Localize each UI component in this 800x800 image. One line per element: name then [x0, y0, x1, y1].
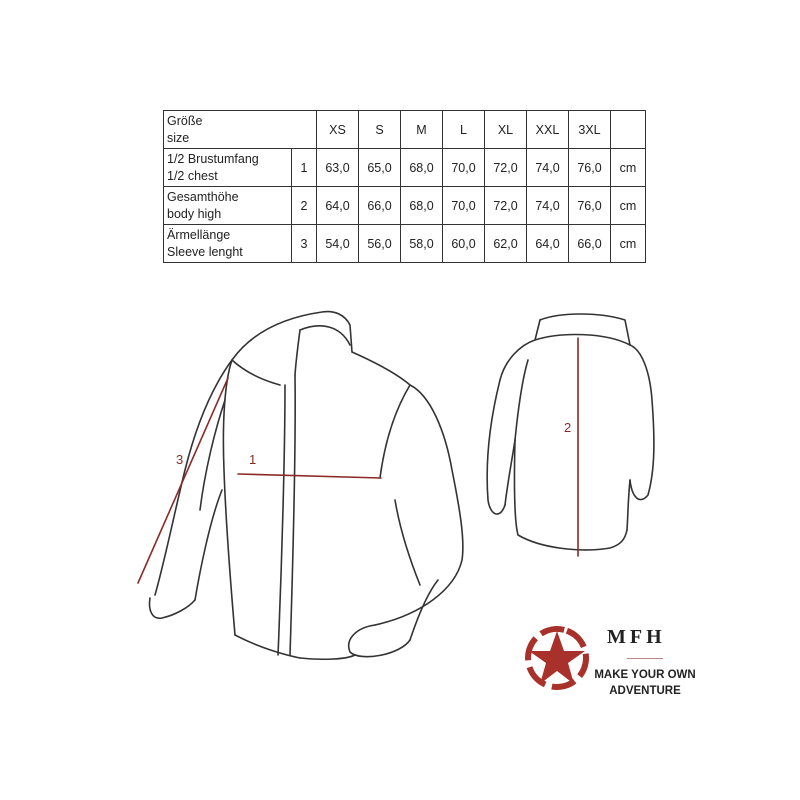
tagline-line-1: MAKE YOUR OWN: [594, 669, 696, 681]
size-header-cell: Größe size: [163, 110, 317, 149]
value-cell: 66,0: [568, 224, 611, 263]
size-m: M: [400, 110, 443, 149]
table-header-row: Größe size XS S M L XL XXL 3XL: [163, 110, 646, 149]
size-xxl: XXL: [526, 110, 569, 149]
body-measure-label: 2: [564, 420, 572, 435]
size-xs: XS: [316, 110, 359, 149]
header-label-en: size: [167, 130, 190, 145]
brand-tagline: MAKE YOUR OWN ADVENTURE: [590, 667, 700, 699]
mfh-logo-emblem: [525, 626, 589, 690]
unit-cell: cm: [610, 224, 646, 263]
label-de: Gesamthöhe: [167, 189, 239, 204]
label-en: Sleeve lenght: [167, 244, 243, 259]
value-cell: 68,0: [400, 186, 443, 225]
value-cell: 63,0: [316, 148, 359, 187]
value-cell: 68,0: [400, 148, 443, 187]
table-row: Gesamthöhe body high 2 64,0 66,0 68,0 70,…: [163, 186, 646, 225]
size-table: Größe size XS S M L XL XXL 3XL 1/2 Brustu…: [163, 110, 646, 263]
value-cell: 58,0: [400, 224, 443, 263]
size-xl: XL: [484, 110, 527, 149]
label-en: 1/2 chest: [167, 168, 218, 183]
back-jacket-drawing: [486, 313, 655, 551]
value-cell: 65,0: [358, 148, 401, 187]
row-label: Ärmellänge Sleeve lenght: [163, 224, 292, 263]
value-cell: 74,0: [526, 148, 569, 187]
value-cell: 56,0: [358, 224, 401, 263]
logo-divider: [627, 658, 663, 659]
size-l: L: [442, 110, 485, 149]
table-row: 1/2 Brustumfang 1/2 chest 1 63,0 65,0 68,…: [163, 148, 646, 187]
value-cell: 62,0: [484, 224, 527, 263]
value-cell: 72,0: [484, 148, 527, 187]
unit-header: [610, 110, 646, 149]
value-cell: 60,0: [442, 224, 485, 263]
value-cell: 70,0: [442, 186, 485, 225]
header-label-de: Größe: [167, 113, 203, 128]
value-cell: 76,0: [568, 186, 611, 225]
sleeve-measure-line: [137, 377, 229, 584]
label-de: 1/2 Brustumfang: [167, 151, 259, 166]
chest-measure-label: 1: [249, 452, 257, 467]
brand-name: MFH: [607, 626, 666, 648]
row-label: Gesamthöhe body high: [163, 186, 292, 225]
tagline-line-2: ADVENTURE: [609, 685, 681, 697]
size-3xl: 3XL: [568, 110, 611, 149]
table-row: Ärmellänge Sleeve lenght 3 54,0 56,0 58,0…: [163, 224, 646, 263]
unit-cell: cm: [610, 148, 646, 187]
star-icon: [529, 631, 585, 684]
value-cell: 70,0: [442, 148, 485, 187]
label-en: body high: [167, 206, 222, 221]
row-number: 3: [291, 224, 317, 263]
value-cell: 76,0: [568, 148, 611, 187]
value-cell: 54,0: [316, 224, 359, 263]
size-s: S: [358, 110, 401, 149]
chest-measure-line: [237, 473, 382, 479]
label-de: Ärmellänge: [167, 227, 231, 242]
measure-lines: [137, 337, 579, 584]
unit-cell: cm: [610, 186, 646, 225]
front-jacket-drawing: [148, 310, 464, 661]
sleeve-measure-label: 3: [176, 452, 184, 467]
